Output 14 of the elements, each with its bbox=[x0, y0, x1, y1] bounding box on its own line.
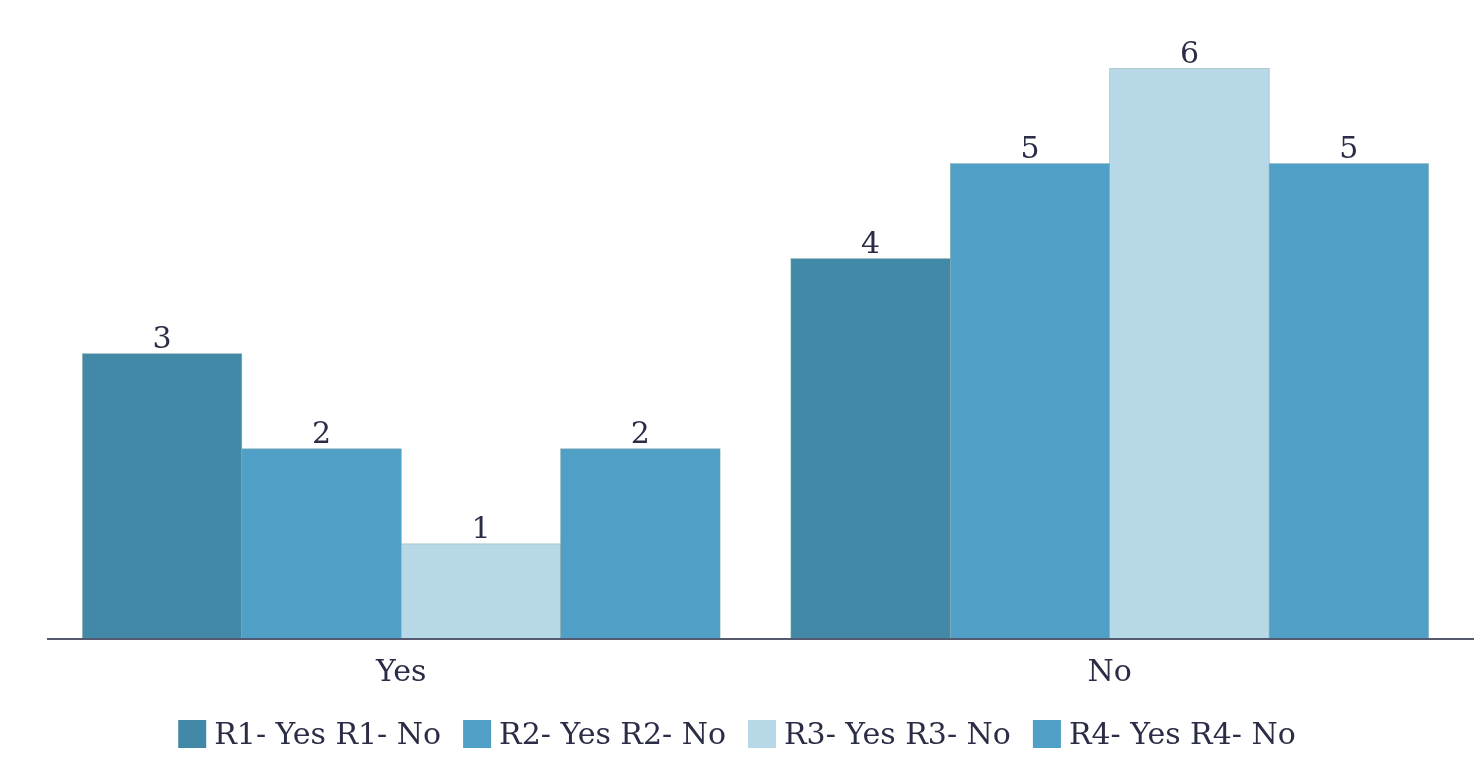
data-label: 5 bbox=[1339, 129, 1359, 165]
data-label: 6 bbox=[1179, 34, 1199, 70]
x-tick-label: Yes bbox=[375, 653, 427, 688]
data-label: 5 bbox=[1020, 129, 1040, 165]
data-label: 4 bbox=[861, 224, 881, 260]
legend-label: R3- Yes R3- No bbox=[784, 716, 1011, 751]
legend-label: R1- Yes R1- No bbox=[214, 716, 442, 751]
data-label: 2 bbox=[312, 414, 332, 450]
data-label: 2 bbox=[630, 414, 650, 450]
data-label: 1 bbox=[471, 509, 491, 545]
legend-label: R2- Yes R2- No bbox=[499, 716, 726, 751]
legend-label: R4- Yes R4- No bbox=[1068, 716, 1296, 751]
x-tick-label: No bbox=[1087, 653, 1132, 688]
data-label: 3 bbox=[152, 319, 172, 355]
